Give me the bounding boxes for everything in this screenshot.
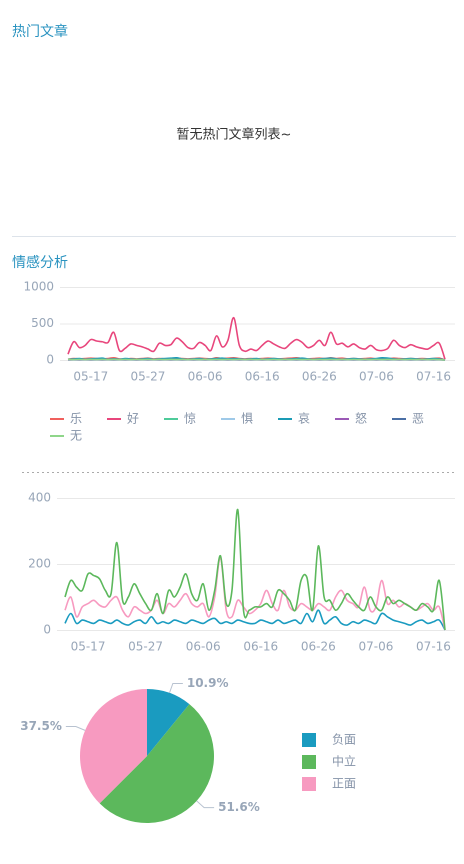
y-tick-label: 500 xyxy=(31,316,54,330)
series-line xyxy=(67,316,446,360)
pie-label: 51.6% xyxy=(218,800,260,814)
y-tick-label: 0 xyxy=(43,623,51,637)
x-tick-label: 05-17 xyxy=(73,370,108,384)
x-tick-label: 05-27 xyxy=(128,640,163,654)
legend-label: 惧 xyxy=(241,411,253,426)
series-line xyxy=(64,609,446,631)
legend-label: 恶 xyxy=(412,412,424,426)
x-tick-label: 06-16 xyxy=(245,370,280,384)
empty-message: 暂无热门文章列表~ xyxy=(177,127,292,143)
x-tick-label: 06-26 xyxy=(302,370,337,384)
x-tick-label: 06-26 xyxy=(301,640,336,654)
legend-swatch xyxy=(302,777,316,791)
pie-label: 37.5% xyxy=(20,719,62,733)
legend-swatch xyxy=(302,733,316,747)
legend-label: 负面 xyxy=(332,733,356,747)
legend-label: 中立 xyxy=(332,754,356,769)
x-tick-label: 06-06 xyxy=(188,370,223,384)
x-tick-label: 07-06 xyxy=(358,640,393,654)
legend-label: 无 xyxy=(70,429,82,443)
leader-line xyxy=(169,682,183,694)
y-tick-label: 0 xyxy=(46,353,54,367)
series-line xyxy=(64,508,446,631)
pie-slice xyxy=(99,704,215,824)
legend-label: 乐 xyxy=(70,412,82,426)
y-tick-label: 400 xyxy=(28,491,51,505)
x-tick-label: 07-16 xyxy=(416,370,451,384)
x-tick-label: 06-06 xyxy=(186,640,221,654)
x-tick-label: 05-17 xyxy=(71,640,106,654)
x-tick-label: 07-16 xyxy=(416,640,451,654)
legend-swatch xyxy=(302,755,316,769)
series-line xyxy=(67,358,446,361)
series-line xyxy=(64,556,446,631)
leader-line xyxy=(65,726,86,731)
x-tick-label: 05-27 xyxy=(131,370,166,384)
section-title: 情感分析 xyxy=(12,254,68,271)
leader-line xyxy=(196,800,215,809)
pie-label: 10.9% xyxy=(187,676,229,690)
x-tick-label: 07-06 xyxy=(359,370,394,384)
pie-slice xyxy=(147,689,190,756)
pie-slice xyxy=(80,688,147,804)
x-tick-label: 06-16 xyxy=(243,640,278,654)
legend-label: 怒 xyxy=(355,411,367,426)
section-title: 热门文章 xyxy=(12,23,68,40)
legend-label: 哀 xyxy=(298,411,310,426)
legend-label: 好 xyxy=(127,412,139,426)
y-tick-label: 200 xyxy=(28,557,51,571)
legend-label: 正面 xyxy=(332,777,356,791)
legend-label: 惊 xyxy=(184,411,196,426)
y-tick-label: 1000 xyxy=(23,280,54,294)
